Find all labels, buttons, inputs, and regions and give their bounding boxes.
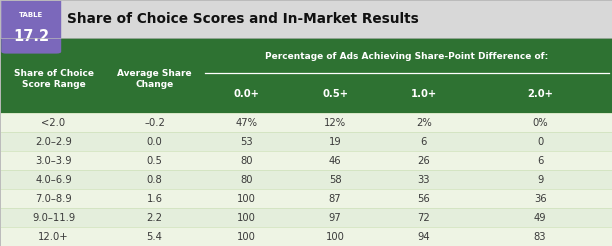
Bar [0, 132, 612, 151]
Text: 1.6: 1.6 [146, 194, 163, 203]
Bar [0, 0, 612, 38]
Text: 100: 100 [326, 231, 345, 242]
Text: 46: 46 [329, 156, 341, 166]
Bar [0, 113, 612, 132]
Bar [0, 151, 612, 170]
Text: 12%: 12% [324, 118, 346, 128]
Text: 80: 80 [240, 156, 253, 166]
Bar [0, 208, 612, 227]
Text: 2%: 2% [416, 118, 431, 128]
Text: 0.8: 0.8 [147, 175, 162, 184]
Text: 0.0: 0.0 [147, 137, 162, 147]
Text: 2.2: 2.2 [146, 213, 163, 223]
Text: 9.0–11.9: 9.0–11.9 [32, 213, 75, 223]
Text: Percentage of Ads Achieving Share-Point Difference of:: Percentage of Ads Achieving Share-Point … [266, 52, 548, 61]
Text: 9: 9 [537, 175, 543, 184]
Text: 94: 94 [417, 231, 430, 242]
Text: 6: 6 [537, 156, 543, 166]
Text: 19: 19 [329, 137, 341, 147]
Text: 33: 33 [417, 175, 430, 184]
Text: 0.5+: 0.5+ [322, 89, 348, 99]
Text: Average Share
Change: Average Share Change [118, 69, 192, 90]
Text: –0.2: –0.2 [144, 118, 165, 128]
Text: 53: 53 [240, 137, 253, 147]
Text: 0: 0 [537, 137, 543, 147]
Text: Share of Choice Scores and In-Market Results: Share of Choice Scores and In-Market Res… [67, 12, 419, 26]
Text: 2.0+: 2.0+ [527, 89, 553, 99]
Text: 87: 87 [329, 194, 341, 203]
Text: 2.0–2.9: 2.0–2.9 [35, 137, 72, 147]
Bar [0, 170, 612, 189]
Text: 7.0–8.9: 7.0–8.9 [35, 194, 72, 203]
Text: 83: 83 [534, 231, 547, 242]
Text: 58: 58 [329, 175, 341, 184]
Text: 0.0+: 0.0+ [233, 89, 259, 99]
Text: 56: 56 [417, 194, 430, 203]
Text: 100: 100 [237, 194, 256, 203]
Bar [0, 38, 612, 113]
FancyBboxPatch shape [1, 0, 61, 54]
Text: 72: 72 [417, 213, 430, 223]
Bar [0, 189, 612, 208]
Text: 100: 100 [237, 231, 256, 242]
Text: 36: 36 [534, 194, 547, 203]
Text: Share of Choice
Score Range: Share of Choice Score Range [13, 69, 94, 90]
Text: 17.2: 17.2 [13, 29, 50, 44]
Text: 80: 80 [240, 175, 253, 184]
Text: 0%: 0% [532, 118, 548, 128]
Text: 26: 26 [417, 156, 430, 166]
Text: 6: 6 [420, 137, 427, 147]
Text: 12.0+: 12.0+ [38, 231, 69, 242]
Text: 5.4: 5.4 [147, 231, 162, 242]
Text: 4.0–6.9: 4.0–6.9 [35, 175, 72, 184]
Text: <2.0: <2.0 [42, 118, 65, 128]
Text: 49: 49 [534, 213, 547, 223]
Bar [0, 227, 612, 246]
Text: 0.5: 0.5 [147, 156, 162, 166]
Text: 3.0–3.9: 3.0–3.9 [35, 156, 72, 166]
Text: 47%: 47% [236, 118, 257, 128]
Text: 97: 97 [329, 213, 341, 223]
Text: 1.0+: 1.0+ [411, 89, 437, 99]
Text: 100: 100 [237, 213, 256, 223]
Text: TABLE: TABLE [19, 13, 43, 18]
